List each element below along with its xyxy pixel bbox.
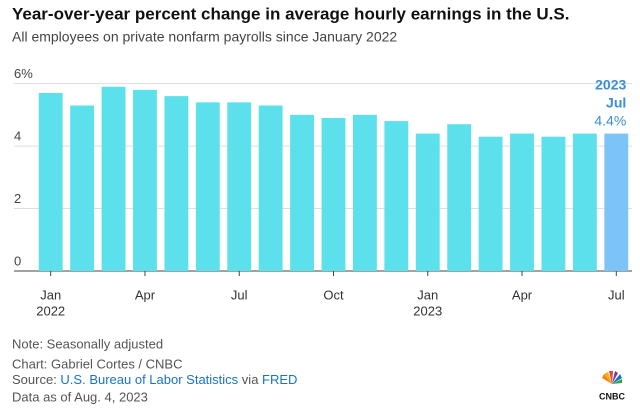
- bar: [478, 136, 503, 271]
- bar: [384, 121, 409, 271]
- bar: [195, 102, 220, 271]
- bar: [415, 133, 440, 271]
- chart-subtitle: All employees on private nonfarm payroll…: [12, 29, 397, 45]
- bar: [572, 133, 597, 271]
- note: Note: Seasonally adjusted: [12, 336, 163, 351]
- bar: [290, 114, 315, 271]
- source-prefix: Source:: [12, 372, 60, 387]
- x-year-label: 2022: [36, 303, 65, 318]
- bar: [447, 124, 472, 271]
- y-tick-label: 6%: [14, 66, 33, 81]
- x-tick-label: Apr: [135, 287, 156, 302]
- source-via: via: [238, 372, 262, 387]
- x-tick-label: Jul: [608, 287, 625, 302]
- annotation: Jul: [606, 95, 626, 111]
- value-label: 4.4%: [594, 113, 626, 129]
- source-link[interactable]: U.S. Bureau of Labor Statistics: [60, 372, 238, 387]
- y-tick-label: 4: [14, 129, 21, 144]
- logo: CNBC: [599, 391, 625, 401]
- logo-icon: [602, 371, 622, 384]
- x-tick-label: Jul: [231, 287, 248, 302]
- bar: [133, 89, 157, 271]
- x-tick-label: Oct: [323, 287, 344, 302]
- bar: [604, 133, 629, 271]
- chart-title: Year-over-year percent change in average…: [12, 4, 569, 23]
- y-tick-label: 0: [14, 253, 21, 268]
- x-tick-label: Jan: [417, 287, 438, 302]
- bar: [258, 105, 283, 271]
- source: Source: U.S. Bureau of Labor Statistics …: [12, 372, 297, 387]
- x-tick-label: Jan: [40, 287, 61, 302]
- credit: Chart: Gabriel Cortes / CNBC: [12, 356, 183, 371]
- bar: [38, 92, 63, 271]
- bar: [70, 105, 95, 271]
- annotation: 2023: [595, 77, 626, 93]
- bar: [227, 102, 252, 271]
- data-date: Data as of Aug. 4, 2023: [12, 389, 148, 404]
- x-year-label: 2023: [413, 303, 442, 318]
- y-tick-label: 2: [14, 191, 21, 206]
- bar: [541, 136, 566, 271]
- bar: [510, 133, 534, 271]
- source-link[interactable]: FRED: [262, 372, 297, 387]
- bar: [164, 96, 189, 271]
- bar: [321, 117, 346, 271]
- bar: [101, 86, 126, 271]
- bar: [352, 114, 377, 271]
- x-tick-label: Apr: [512, 287, 533, 302]
